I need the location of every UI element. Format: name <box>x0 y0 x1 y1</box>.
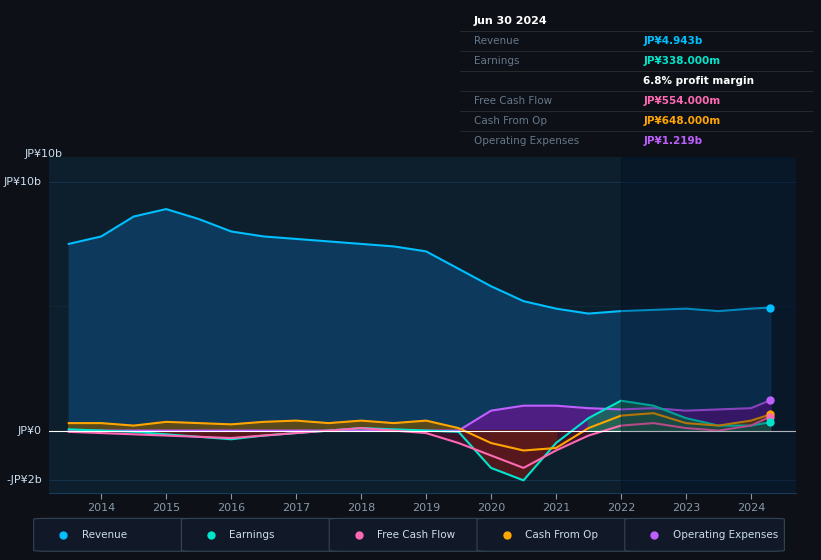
Text: Jun 30 2024: Jun 30 2024 <box>474 16 548 26</box>
Text: JP¥554.000m: JP¥554.000m <box>644 96 721 106</box>
FancyBboxPatch shape <box>477 519 636 551</box>
FancyBboxPatch shape <box>625 519 784 551</box>
FancyBboxPatch shape <box>329 519 488 551</box>
Text: -JP¥2b: -JP¥2b <box>6 475 42 486</box>
Text: Revenue: Revenue <box>82 530 126 540</box>
Text: Revenue: Revenue <box>474 36 519 46</box>
Text: 6.8% profit margin: 6.8% profit margin <box>644 76 754 86</box>
Text: JP¥4.943b: JP¥4.943b <box>644 36 703 46</box>
Text: Earnings: Earnings <box>230 530 275 540</box>
Text: Free Cash Flow: Free Cash Flow <box>474 96 552 106</box>
Text: JP¥10b: JP¥10b <box>4 177 42 186</box>
FancyBboxPatch shape <box>181 519 341 551</box>
Text: JP¥1.219b: JP¥1.219b <box>644 136 703 146</box>
Bar <box>621 157 796 493</box>
Text: Free Cash Flow: Free Cash Flow <box>378 530 456 540</box>
FancyBboxPatch shape <box>34 519 193 551</box>
Text: Cash From Op: Cash From Op <box>525 530 598 540</box>
Text: Earnings: Earnings <box>474 56 520 66</box>
Text: Operating Expenses: Operating Expenses <box>673 530 778 540</box>
Text: Cash From Op: Cash From Op <box>474 116 547 126</box>
Text: JP¥0: JP¥0 <box>18 426 42 436</box>
Text: Operating Expenses: Operating Expenses <box>474 136 579 146</box>
Text: JP¥648.000m: JP¥648.000m <box>644 116 721 126</box>
Text: JP¥338.000m: JP¥338.000m <box>644 56 721 66</box>
Text: JP¥10b: JP¥10b <box>25 149 62 159</box>
